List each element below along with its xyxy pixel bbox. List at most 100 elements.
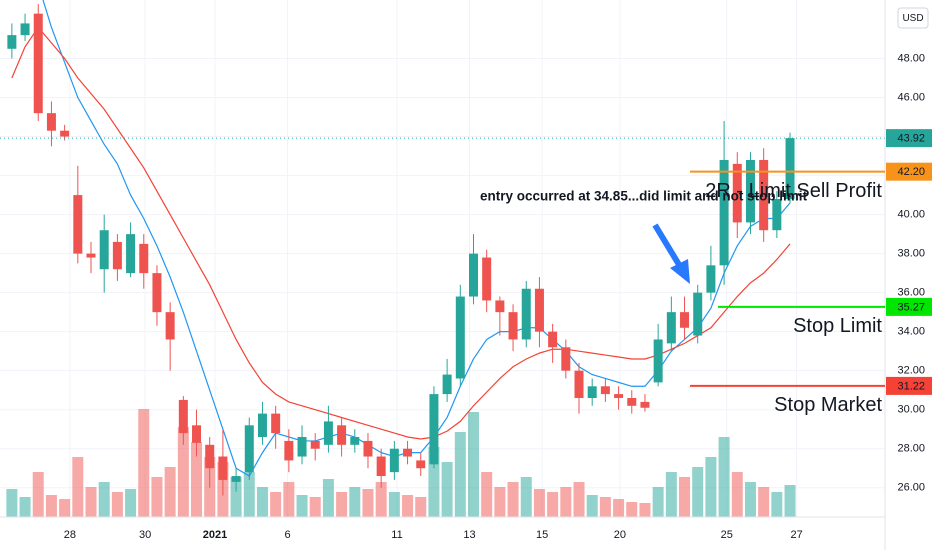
volume-bar [626,502,638,517]
candle-body [534,288,544,332]
candle-body [640,401,650,408]
candle-body [416,460,426,469]
candle-body [561,347,571,371]
candle-body [389,448,399,473]
volume-bar [454,432,466,517]
candle-body [126,234,136,274]
x-tick-label: 11 [391,529,402,541]
volume-bar [744,482,756,517]
x-tick-label: 2021 [203,529,227,541]
volume-bar [573,482,585,517]
candle-body [653,339,663,383]
candle-body [218,456,228,480]
volume-bar [375,482,387,517]
volume-bar [98,482,110,517]
volume-bar [6,489,18,517]
volume-bar [520,477,532,517]
candle-body [205,444,215,469]
volume-bar [652,487,664,517]
candle-body [785,138,795,199]
volume-bar [494,487,506,517]
volume-bar [111,492,123,517]
candle-body [46,113,56,131]
candle-body [297,437,307,457]
volume-bar [758,487,770,517]
volume-bar [415,497,427,517]
candle-body [350,437,360,445]
volume-bar [362,489,374,517]
candle-body [165,312,175,340]
candle-body [310,440,320,449]
volume-bar [336,492,348,517]
candle-body [284,440,294,461]
volume-bar [243,472,255,517]
y-tick-label: 38.00 [897,248,925,260]
y-tick-label: 26.00 [897,482,925,494]
volume-bar [705,457,717,517]
axes: 26.00 28.00 30.00 32.00 34.00 36.00 38.00 40.00… [64,52,932,541]
candle-body [759,159,769,231]
volume-bar [599,497,611,517]
volume-bar [72,457,84,517]
volume-bar [639,503,651,517]
candle-body [732,163,742,223]
currency-box [897,7,929,29]
plot-area [0,0,885,517]
candle-body [99,230,109,270]
y-tick-label: 30.00 [897,404,925,416]
volume-bar [784,485,796,517]
y-tick-label: 36.00 [897,287,925,299]
volume-bar [270,492,282,517]
volume-bar [692,467,704,517]
candle-body [482,257,492,301]
level-tag [886,297,932,316]
candle-body [73,195,83,254]
candle-body [548,331,558,348]
volume-bar [613,499,625,517]
volume-bar [256,487,268,517]
level-annotation: Stop Market [774,394,882,416]
x-tick-label: 27 [791,529,803,541]
candle-body [455,296,465,379]
candle-body [574,370,584,398]
candle-body [7,35,17,49]
y-tick-label: 46.00 [897,91,925,103]
volume-bar [718,437,730,517]
volume-bar [402,495,414,517]
volume-bar [349,487,361,517]
x-tick-label: 13 [463,529,475,541]
y-tick-label: 28.00 [897,443,925,455]
volume-bar [191,442,203,517]
volume-bar [177,427,189,517]
x-tick-label: 15 [536,529,548,541]
volume-bar [85,487,97,517]
candle-body [614,394,624,398]
volume-bar [230,477,242,517]
candle-body [719,159,729,266]
candle-body [600,386,610,395]
level-tag-label: 42.20 [897,166,925,178]
volume-bar [32,472,44,517]
volume-bar [125,489,137,517]
y-tick-label: 48.00 [897,52,925,64]
candle-body [680,312,690,328]
candle-body [442,374,452,395]
volume-bar [283,482,295,517]
volume-bar [19,497,31,517]
candle-body [271,413,281,434]
candle-body [244,425,254,473]
arrow-shaft [652,223,684,270]
x-tick-label: 6 [284,529,290,541]
y-tick-label: 32.00 [897,365,925,377]
candle-body [60,130,70,137]
candle-body [112,241,122,270]
volume-bar [388,492,400,517]
level-tag-label: 35.27 [897,301,925,313]
y-tick-label: 40.00 [897,209,925,221]
level-tag [886,376,932,395]
level-annotation: 2R - Limit Sell Profit [705,180,882,202]
candle-body [666,312,676,344]
last-price-tag [886,129,932,148]
candle-body [178,399,188,434]
candle-body [376,456,386,477]
